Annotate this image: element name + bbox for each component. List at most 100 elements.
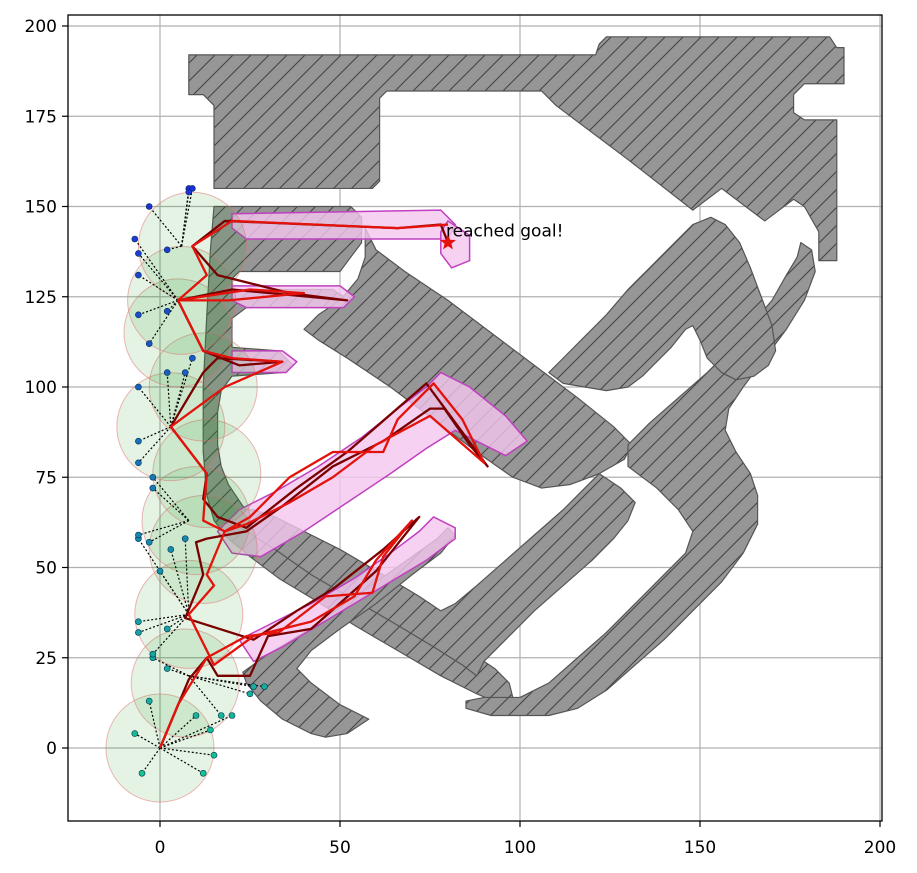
sample-point-13	[261, 683, 268, 690]
planned-path-line	[158, 219, 486, 749]
y-axis-ticks: 0 25 50 75 100 125 150 175 200	[25, 17, 68, 759]
sample-point-29	[163, 369, 171, 376]
sample-ray-0	[134, 733, 161, 749]
sample-ray-10	[188, 675, 222, 716]
sample-point-24	[149, 484, 157, 492]
plot-frame	[67, 14, 883, 822]
obstacle-mid-diagonal	[231, 473, 636, 677]
sample-ray-26	[137, 426, 172, 464]
sample-ray-13	[188, 675, 265, 688]
y-tick-label-3: 75	[35, 468, 57, 488]
y-tick-label-8: 200	[25, 17, 57, 37]
y-tick-label-6: 150	[25, 198, 57, 218]
sample-ray-8	[152, 657, 190, 677]
y-tick-label-7: 175	[25, 107, 57, 127]
sample-point-27	[135, 437, 142, 445]
annotation-reached-goal: reached goal!	[446, 222, 563, 242]
ray-layer	[134, 188, 265, 774]
sample-point-32	[135, 271, 142, 279]
y-tick-label-0: 0	[46, 739, 57, 759]
sample-ray-20	[170, 549, 190, 615]
corridor-region-5	[440, 219, 471, 269]
sample-ray-4	[159, 747, 215, 756]
obstacle-layer	[188, 36, 845, 738]
sample-point-25	[149, 473, 157, 481]
sample-point-14	[135, 618, 142, 625]
sample-ray-24	[152, 487, 190, 522]
sample-ray-17	[152, 614, 190, 655]
sample-ray-12	[188, 675, 254, 688]
sample-ray-29	[166, 372, 172, 427]
sample-point-34	[145, 340, 153, 347]
x-axis-ticks: 0 50 100 150 200	[155, 821, 896, 858]
sample-ray-3	[159, 747, 204, 774]
reference-path-line	[158, 219, 489, 749]
y-tick-label-1: 25	[35, 649, 57, 669]
sample-ray-19	[184, 538, 190, 615]
sample-point-26	[135, 459, 142, 467]
sample-point-23	[145, 538, 153, 546]
sample-point-18	[156, 567, 164, 575]
sample-point-11	[246, 690, 254, 698]
sample-point-38	[145, 203, 153, 210]
sensor-circle-8	[123, 278, 233, 388]
obstacle-center-band	[303, 227, 633, 489]
sample-ray-2	[141, 747, 161, 774]
sample-point-31	[189, 354, 196, 362]
sample-ray-38	[148, 206, 183, 247]
goal-star-marker	[439, 234, 457, 250]
goal-marker-layer	[439, 234, 457, 250]
corridor-region-3	[216, 371, 529, 558]
sample-ray-5	[159, 729, 211, 749]
sample-point-layer	[131, 185, 268, 777]
sample-point-37	[131, 235, 139, 243]
sample-point-1	[145, 697, 153, 705]
sample-point-39	[163, 246, 171, 254]
sample-ray-6	[159, 715, 197, 749]
sample-ray-34	[148, 300, 179, 345]
sample-point-5	[207, 726, 214, 734]
sample-point-3	[199, 769, 207, 777]
sample-point-16	[163, 625, 171, 633]
sensor-circle-7	[148, 332, 258, 442]
sample-point-15	[135, 629, 142, 636]
sample-ray-1	[148, 700, 161, 749]
sample-point-28	[135, 383, 142, 391]
sample-ray-27	[138, 426, 172, 442]
sample-point-4	[210, 751, 218, 759]
sample-point-42	[185, 188, 193, 196]
x-tick-label-2: 100	[504, 838, 536, 858]
sample-point-19	[181, 535, 189, 542]
sample-ray-14	[138, 613, 189, 623]
sample-point-7	[228, 712, 236, 719]
sample-ray-42	[181, 191, 190, 247]
x-tick-label-3: 150	[684, 838, 716, 858]
sample-ray-37	[134, 238, 179, 301]
sample-point-36	[135, 250, 142, 257]
y-tick-label-4: 100	[25, 378, 57, 398]
sample-point-9	[163, 665, 171, 672]
sample-ray-7	[159, 714, 233, 749]
x-tick-label-4: 200	[864, 838, 896, 858]
obstacle-top-region	[188, 36, 845, 262]
sample-ray-28	[137, 386, 172, 428]
sample-point-20	[167, 546, 175, 553]
sample-point-33	[135, 311, 142, 319]
sample-ray-15	[138, 613, 190, 634]
sample-ray-33	[138, 299, 179, 316]
y-tick-label-5: 125	[25, 288, 57, 308]
corridor-region-0	[231, 209, 457, 240]
sample-ray-11	[188, 675, 251, 695]
obstacle-right-island	[548, 216, 777, 392]
sample-ray-22	[138, 519, 189, 536]
sample-point-35	[163, 307, 171, 315]
sample-point-0	[131, 730, 139, 737]
x-tick-label-1: 50	[329, 838, 351, 858]
sample-ray-25	[152, 476, 190, 521]
sample-point-6	[192, 712, 200, 719]
sample-point-22	[135, 531, 142, 539]
sample-point-12	[250, 683, 257, 690]
y-tick-label-2: 50	[35, 559, 57, 579]
path-layer	[158, 219, 489, 749]
